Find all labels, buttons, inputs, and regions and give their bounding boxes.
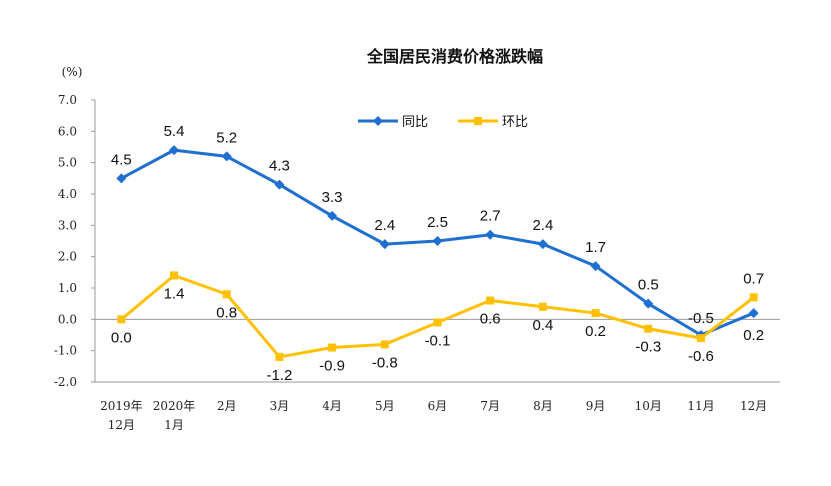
data-point-0 — [590, 261, 601, 272]
data-point-1 — [117, 315, 126, 324]
y-tick-label: 4.0 — [58, 187, 77, 201]
data-point-1 — [644, 324, 653, 333]
data-point-0 — [537, 239, 548, 250]
data-label-1: 1.4 — [164, 285, 185, 302]
x-tick-label: 10月 — [635, 399, 662, 413]
data-point-1 — [275, 352, 284, 361]
data-label-1: 0.6 — [480, 311, 501, 328]
x-tick-label: 3月 — [270, 399, 290, 413]
data-label-1: 0.2 — [585, 323, 606, 340]
data-point-1 — [328, 343, 337, 352]
x-tick-label: 4月 — [322, 399, 342, 413]
data-point-1 — [749, 293, 758, 302]
data-label-1: -0.1 — [425, 332, 451, 349]
x-tick-label: 8月 — [533, 399, 553, 413]
x-tick-label: 2019年 — [100, 399, 143, 413]
legend: 同比 环比 — [358, 115, 528, 130]
y-axis: 7.0 6.0 5.0 4.0 3.0 2.0 1.0 0.0 -1.0 -2.0 — [54, 93, 96, 389]
data-label-1: -0.3 — [635, 339, 661, 356]
y-tick-label: -1.0 — [54, 344, 77, 358]
data-label-0: 5.4 — [164, 123, 185, 140]
data-point-1 — [222, 290, 231, 299]
legend-marker-0 — [373, 116, 383, 126]
data-label-1: -0.6 — [688, 348, 714, 365]
data-label-1: -0.9 — [319, 358, 345, 375]
y-tick-label: 7.0 — [58, 93, 77, 107]
data-point-1 — [696, 334, 705, 343]
x-axis: 2019年 12月 2020年 1月 2月 3月 4月 5月 6月 7月 8月 9月 10月 11月 12月 — [95, 318, 780, 432]
x-tick-label: 12月 — [108, 418, 135, 432]
data-label-0: 4.5 — [111, 151, 132, 168]
data-point-0 — [485, 229, 496, 240]
data-point-0 — [221, 151, 232, 162]
y-tick-label: 0.0 — [58, 312, 77, 326]
data-point-1 — [433, 318, 442, 327]
data-label-1: 0.4 — [532, 317, 553, 334]
data-label-0: 2.7 — [480, 208, 501, 225]
data-point-1 — [538, 302, 547, 311]
data-labels: 4.5 5.4 5.2 4.3 3.3 2.4 2.5 2.7 2.4 1.7 0.5 -0.5 0.2… — [111, 123, 764, 384]
legend-marker-1 — [474, 117, 482, 125]
data-point-1 — [380, 340, 389, 349]
data-label-0: 5.2 — [216, 129, 237, 146]
y-unit-label: (%) — [62, 65, 83, 79]
data-point-0 — [169, 145, 180, 156]
x-tick-label: 2020年 — [153, 399, 196, 413]
legend-label-1: 环比 — [502, 115, 528, 130]
data-label-0: -0.5 — [688, 310, 714, 327]
data-point-0 — [432, 236, 443, 246]
data-point-1 — [486, 296, 495, 305]
y-tick-label: 1.0 — [58, 281, 77, 295]
data-label-0: 2.5 — [427, 214, 448, 231]
data-label-0: 2.4 — [374, 217, 395, 234]
data-point-1 — [591, 309, 600, 318]
x-tick-label: 2月 — [217, 399, 237, 413]
data-label-0: 0.2 — [743, 327, 764, 344]
data-label-1: -1.2 — [266, 367, 292, 384]
y-tick-label: -2.0 — [54, 375, 77, 389]
x-tick-label: 11月 — [687, 399, 714, 413]
data-point-0 — [379, 239, 390, 250]
data-label-1: 0.0 — [111, 329, 132, 346]
data-point-0 — [643, 298, 654, 309]
y-tick-label: 2.0 — [58, 250, 77, 264]
x-tick-label: 6月 — [428, 399, 448, 413]
data-label-1: 0.7 — [743, 270, 764, 287]
data-point-0 — [748, 308, 759, 319]
data-point-0 — [274, 179, 285, 190]
data-label-1: -0.8 — [372, 354, 398, 371]
x-tick-label: 1月 — [164, 418, 184, 432]
series-layer — [116, 145, 759, 361]
data-label-1: 0.8 — [216, 304, 237, 321]
data-label-0: 3.3 — [322, 189, 343, 206]
data-label-0: 4.3 — [269, 158, 290, 175]
y-tick-label: 5.0 — [58, 156, 77, 170]
x-tick-label: 9月 — [586, 399, 606, 413]
data-label-0: 0.5 — [638, 277, 659, 294]
data-label-0: 2.4 — [532, 217, 553, 234]
y-tick-label: 6.0 — [58, 124, 77, 138]
x-tick-label: 12月 — [740, 399, 767, 413]
legend-label-0: 同比 — [402, 115, 428, 130]
data-point-0 — [116, 173, 127, 184]
data-point-1 — [170, 271, 179, 280]
x-tick-label: 5月 — [375, 399, 395, 413]
data-label-0: 1.7 — [585, 239, 606, 256]
data-point-0 — [327, 210, 338, 221]
x-tick-label: 7月 — [480, 399, 500, 413]
chart-title: 全国居民消费价格涨跌幅 — [366, 47, 543, 66]
y-tick-label: 3.0 — [58, 218, 77, 232]
